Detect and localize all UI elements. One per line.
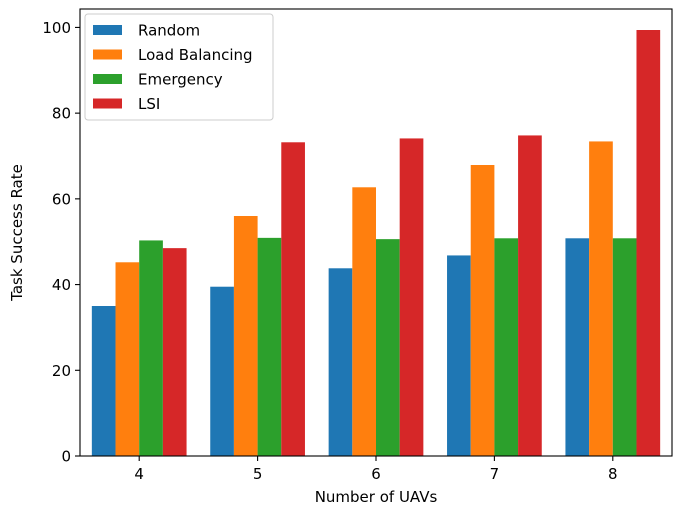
y-tick-label-0: 0: [61, 448, 71, 466]
y-tick-label-100: 100: [42, 19, 71, 37]
bar-random-6: [328, 268, 353, 456]
y-tick-label-80: 80: [52, 105, 71, 123]
legend: Random Load Balancing Emergency LSI: [84, 13, 274, 121]
legend-swatch-lsi: [93, 98, 122, 109]
legend-label-load-balancing: Load Balancing: [138, 46, 253, 64]
legend-swatch-emergency: [93, 74, 122, 84]
legend-label-random: Random: [138, 22, 200, 40]
bar-emergency-4: [139, 240, 163, 456]
bar-lsi-8: [636, 30, 661, 456]
y-axis-label: Task Success Rate: [8, 164, 26, 302]
axes-layer: 0 20 40 60 80 100 4 5 6 7 8: [42, 8, 673, 483]
legend-swatch-random: [93, 25, 122, 35]
bar-random-4: [91, 306, 116, 456]
legend-box: [84, 13, 274, 121]
x-tick-label-5: 5: [253, 465, 263, 483]
bar-lsi-7: [518, 135, 542, 456]
x-tick-label-7: 7: [490, 465, 500, 483]
y-tick-label-20: 20: [52, 362, 71, 380]
x-tick-label-8: 8: [608, 465, 618, 483]
bar-random-7: [447, 255, 471, 456]
bar-emergency-7: [494, 238, 519, 456]
bar-lsi-5: [281, 142, 305, 457]
x-axis-label: Number of UAVs: [315, 488, 438, 506]
y-tick-label-60: 60: [52, 190, 71, 208]
legend-swatch-load-balancing: [93, 49, 122, 60]
bar-random-5: [210, 286, 234, 456]
bar-emergency-8: [612, 238, 637, 456]
bar-lsi-4: [162, 248, 187, 456]
legend-label-emergency: Emergency: [138, 71, 223, 89]
bar-load-balancing-5: [233, 216, 258, 456]
bar-load-balancing-8: [589, 141, 613, 456]
x-tick-label-4: 4: [134, 465, 144, 483]
x-tick-label-6: 6: [371, 465, 381, 483]
bar-emergency-5: [257, 237, 282, 456]
bar-load-balancing-7: [470, 165, 495, 456]
y-tick-label-40: 40: [52, 276, 71, 294]
bars-layer: [91, 30, 661, 457]
bar-load-balancing-4: [115, 262, 140, 456]
bar-load-balancing-6: [352, 187, 376, 457]
legend-label-lsi: LSI: [138, 95, 160, 113]
bar-lsi-6: [399, 138, 424, 456]
bar-emergency-6: [376, 239, 400, 456]
bar-random-8: [565, 238, 590, 456]
